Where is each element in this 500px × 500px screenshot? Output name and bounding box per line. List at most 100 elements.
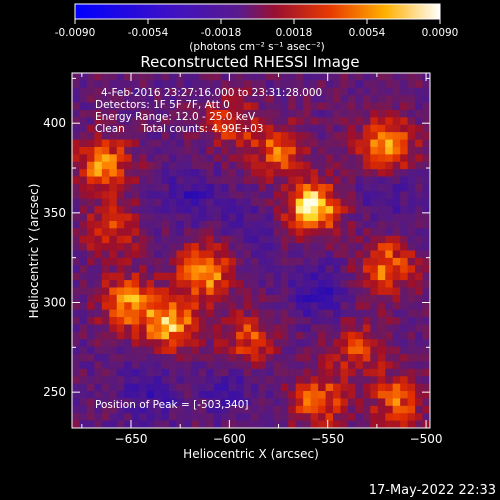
- heatmap-cell: [243, 183, 252, 192]
- heatmap-cell: [154, 272, 162, 281]
- heatmap-cell: [340, 309, 349, 318]
- heatmap-cell: [131, 405, 140, 414]
- heatmap-cell: [407, 235, 416, 244]
- heatmap-cell: [385, 235, 394, 244]
- heatmap-cell: [377, 302, 386, 311]
- heatmap-cell: [265, 154, 274, 163]
- heatmap-cell: [183, 420, 192, 429]
- heatmap-cell: [168, 243, 177, 251]
- heatmap-cell: [109, 257, 118, 266]
- heatmap-cell: [251, 324, 259, 333]
- heatmap-cell: [273, 235, 282, 244]
- heatmap-cell: [79, 368, 88, 377]
- heatmap-cell: [385, 109, 394, 118]
- heatmap-cell: [94, 117, 103, 126]
- heatmap-cell: [392, 117, 401, 126]
- heatmap-cell: [221, 139, 230, 148]
- heatmap-cell: [370, 132, 379, 140]
- heatmap-cell: [79, 398, 88, 407]
- heatmap-cell: [355, 191, 364, 200]
- heatmap-cell: [146, 346, 155, 355]
- heatmap-cell: [94, 169, 103, 177]
- heatmap-cell: [221, 317, 230, 325]
- heatmap-cell: [288, 368, 297, 377]
- heatmap-cell: [154, 368, 162, 377]
- heatmap-cell: [355, 169, 364, 177]
- heatmap-cell: [288, 124, 297, 133]
- heatmap-cell: [101, 413, 110, 422]
- heatmap-cell: [101, 73, 110, 81]
- heatmap-cell: [355, 376, 364, 385]
- heatmap-cell: [79, 405, 88, 414]
- heatmap-cell: [251, 176, 259, 185]
- heatmap-cell: [146, 176, 155, 185]
- heatmap-cell: [392, 161, 401, 170]
- heatmap-cell: [362, 405, 371, 414]
- heatmap-cell: [228, 139, 237, 148]
- heatmap-cell: [109, 228, 118, 237]
- heatmap-cell: [221, 183, 230, 192]
- heatmap-cell: [258, 87, 267, 96]
- heatmap-cell: [94, 272, 103, 281]
- heatmap-cell: [385, 331, 394, 340]
- heatmap-cell: [124, 80, 133, 89]
- heatmap-cell: [400, 183, 409, 192]
- heatmap-cell: [146, 73, 155, 81]
- heatmap-cell: [72, 146, 80, 155]
- heatmap-cell: [72, 257, 80, 266]
- heatmap-cell: [221, 235, 230, 244]
- heatmap-cell: [333, 398, 341, 407]
- heatmap-cell: [415, 331, 423, 340]
- heatmap-cell: [355, 250, 364, 259]
- heatmap-cell: [86, 361, 95, 370]
- heatmap-cell: [258, 361, 267, 370]
- heatmap-cell: [392, 154, 401, 163]
- heatmap-cell: [325, 272, 334, 281]
- heatmap-cell: [94, 354, 103, 362]
- heatmap-cell: [72, 198, 80, 207]
- heatmap-cell: [288, 420, 297, 429]
- heatmap-cell: [168, 169, 177, 177]
- heatmap-cell: [139, 354, 147, 362]
- heatmap-cell: [131, 117, 140, 126]
- heatmap-cell: [280, 339, 289, 348]
- heatmap-cell: [176, 109, 185, 118]
- heatmap-cell: [243, 280, 252, 288]
- heatmap-cell: [265, 294, 274, 303]
- heatmap-cell: [221, 391, 230, 399]
- heatmap-cell: [251, 317, 259, 325]
- heatmap-cell: [183, 368, 192, 377]
- heatmap-cell: [109, 317, 118, 325]
- heatmap-cell: [415, 294, 423, 303]
- heatmap-cell: [198, 228, 207, 237]
- heatmap-cell: [124, 354, 133, 362]
- heatmap-cell: [79, 176, 88, 185]
- heatmap-cell: [168, 265, 177, 274]
- heatmap-cell: [392, 368, 401, 377]
- heatmap-cell: [377, 309, 386, 318]
- heatmap-cell: [377, 146, 386, 155]
- heatmap-cell: [422, 287, 431, 296]
- heatmap-cell: [415, 280, 423, 288]
- heatmap-cell: [422, 243, 431, 251]
- heatmap-cell: [109, 398, 118, 407]
- heatmap-cell: [116, 176, 125, 185]
- heatmap-cell: [333, 154, 341, 163]
- heatmap-cell: [288, 302, 297, 311]
- heatmap-cell: [333, 176, 341, 185]
- heatmap-cell: [392, 354, 401, 362]
- heatmap-cell: [422, 176, 431, 185]
- heatmap-cell: [154, 257, 162, 266]
- heatmap-cell: [228, 346, 237, 355]
- heatmap-cell: [168, 331, 177, 340]
- heatmap-cell: [213, 302, 222, 311]
- heatmap-cell: [310, 354, 319, 362]
- heatmap-cell: [340, 376, 349, 385]
- heatmap-cell: [213, 80, 222, 89]
- heatmap-cell: [318, 272, 326, 281]
- heatmap-cell: [303, 294, 312, 303]
- heatmap-cell: [72, 368, 80, 377]
- heatmap-cell: [280, 331, 289, 340]
- heatmap-cell: [407, 383, 416, 392]
- heatmap-cell: [116, 317, 125, 325]
